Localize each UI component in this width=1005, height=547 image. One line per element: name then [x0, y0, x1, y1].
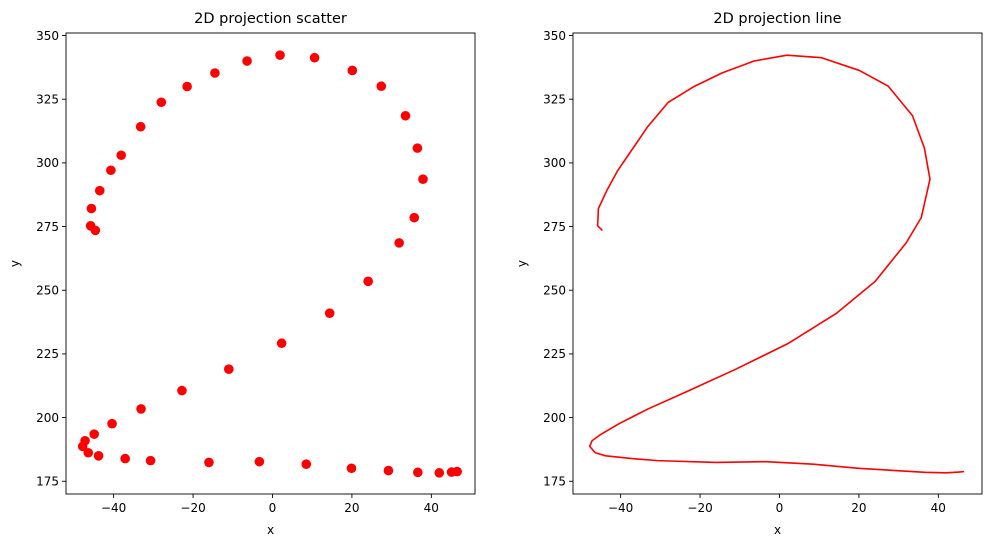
data-marks: [588, 54, 965, 474]
y-axis-label: y: [8, 260, 22, 267]
x-tick-label: −40: [608, 501, 633, 515]
scatter-point: [394, 238, 404, 248]
scatter-point: [434, 468, 445, 478]
x-tick-label: 20: [344, 501, 359, 515]
line-panel: −40 −20 0 20 40 175 200 225 250 275 300 325 350 x y 2D …: [515, 11, 983, 537]
scatter-point: [106, 165, 116, 176]
scatter-point: [413, 467, 423, 478]
y-tick-label: 300: [543, 156, 566, 170]
y-tick-label: 275: [543, 220, 566, 234]
scatter-point: [224, 364, 234, 375]
scatter-point: [301, 459, 312, 470]
scatter-point: [254, 456, 265, 467]
x-tick-label: 40: [424, 501, 439, 515]
y-tick-label: 275: [36, 220, 59, 234]
scatter-point: [376, 81, 387, 92]
axes-frame: [65, 32, 476, 495]
y-tick-label: 350: [36, 29, 59, 43]
scatter-point: [89, 429, 99, 439]
scatter-point: [116, 150, 126, 161]
y-tick-label: 325: [543, 93, 566, 107]
scatter-point: [94, 185, 105, 196]
x-tick-label: 40: [931, 501, 946, 515]
scatter-point: [135, 121, 146, 132]
axes-frame: [572, 32, 983, 495]
y-tick-label: 250: [36, 284, 59, 298]
scatter-point: [77, 441, 88, 452]
scatter-point: [242, 56, 252, 66]
y-tick-label: 250: [543, 284, 566, 298]
data-marks: [77, 50, 462, 478]
scatter-point: [276, 338, 287, 349]
y-tick-label: 175: [543, 475, 566, 489]
scatter-point: [156, 97, 167, 108]
chart-title: 2D projection line: [713, 11, 841, 27]
scatter-point: [83, 447, 94, 458]
series-line: [588, 54, 965, 474]
x-tick-label: 0: [269, 501, 277, 515]
chart-title: 2D projection scatter: [194, 11, 347, 27]
x-tick-label: −20: [687, 501, 712, 515]
x-axis-label: x: [267, 523, 274, 537]
scatter-point: [120, 453, 130, 464]
scatter-panel: −40 −20 0 20 40 175 200 225 250 275 300 325 350 x y 2D …: [8, 11, 476, 537]
scatter-point: [85, 221, 96, 231]
scatter-point: [346, 463, 357, 474]
scatter-point: [86, 203, 97, 214]
y-tick-label: 200: [36, 411, 59, 425]
scatter-point: [275, 50, 285, 60]
scatter-point: [418, 174, 428, 184]
scatter-point: [324, 308, 335, 318]
scatter-point: [412, 143, 423, 153]
scatter-point: [383, 465, 394, 476]
scatter-point: [363, 276, 373, 287]
scatter-point: [452, 466, 462, 477]
y-axis-label: y: [515, 260, 529, 267]
x-tick-label: −20: [180, 501, 205, 515]
scatter-point: [145, 455, 156, 466]
x-axis-label: x: [774, 523, 781, 537]
x-tick-label: 20: [851, 501, 866, 515]
y-tick-label: 175: [36, 475, 59, 489]
y-tick-label: 200: [543, 411, 566, 425]
scatter-point: [93, 451, 104, 461]
scatter-point: [107, 418, 117, 429]
y-tick-label: 225: [36, 347, 59, 361]
scatter-point: [204, 457, 214, 468]
scatter-point: [210, 68, 220, 78]
scatter-point: [182, 81, 192, 92]
x-tick-label: 0: [776, 501, 784, 515]
y-tick-label: 300: [36, 156, 59, 170]
scatter-point: [347, 65, 358, 76]
scatter-point: [400, 110, 411, 121]
scatter-point: [136, 404, 146, 414]
x-tick-label: −40: [101, 501, 126, 515]
scatter-point: [177, 385, 187, 396]
scatter-point: [409, 212, 420, 223]
scatter-point: [309, 52, 320, 63]
y-tick-label: 225: [543, 347, 566, 361]
y-tick-label: 350: [543, 29, 566, 43]
y-tick-label: 325: [36, 93, 59, 107]
